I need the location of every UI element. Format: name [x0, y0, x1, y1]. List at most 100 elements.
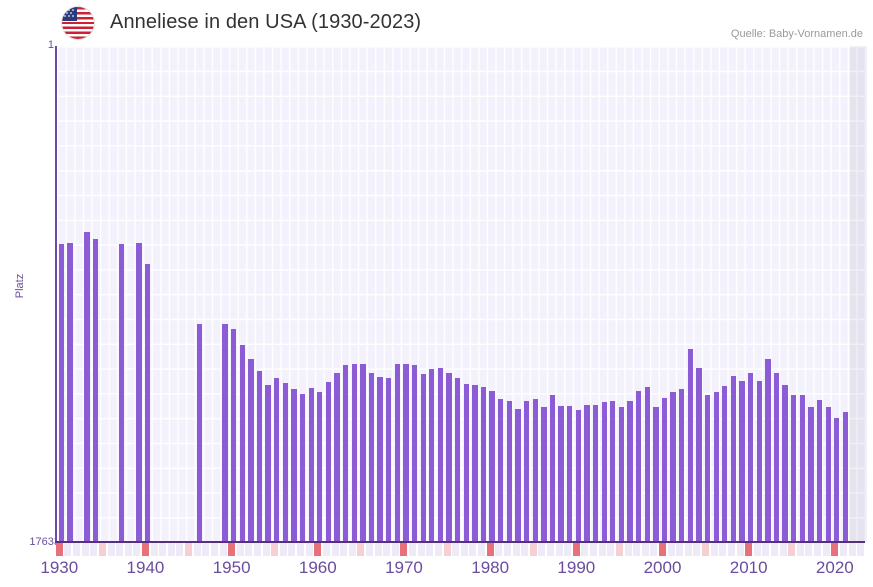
bar-1962	[334, 373, 340, 542]
bar-2018	[816, 400, 823, 542]
bar-1984	[523, 401, 530, 542]
x-tick-2011	[753, 543, 761, 556]
x-tick-1959	[305, 543, 313, 556]
x-tick-1965	[357, 543, 365, 556]
x-tick-1941	[150, 543, 158, 556]
x-tick-1999	[650, 543, 658, 556]
bar-2014	[782, 385, 788, 542]
x-tick-1935	[98, 543, 106, 556]
x-tick-1938	[124, 543, 132, 556]
x-tick-1952	[245, 543, 253, 556]
x-tick-1986	[538, 543, 546, 556]
bar-1994	[610, 401, 616, 542]
x-tick-1949	[219, 543, 227, 556]
bar-1985	[532, 399, 538, 542]
bar-1979	[480, 387, 487, 542]
bar-1966	[368, 373, 375, 542]
bar-1934	[93, 239, 99, 542]
x-tick-1992	[590, 543, 598, 556]
bar-1989	[567, 406, 573, 542]
bar-1956	[282, 383, 288, 542]
x-tick-1975	[443, 543, 451, 556]
x-tick-2007	[719, 543, 727, 556]
x-tick-1991	[581, 543, 589, 556]
x-axis-label-1970: 1970	[385, 558, 423, 577]
x-tick-1939	[133, 543, 141, 556]
x-tick-2023	[857, 543, 865, 556]
x-axis-label-2020: 2020	[815, 558, 854, 577]
x-tick-1964	[348, 543, 356, 556]
x-tick-1973	[426, 543, 434, 556]
x-tick-2010	[745, 543, 753, 556]
bar-2010	[747, 373, 754, 542]
x-axis-label-2000: 2000	[643, 558, 682, 577]
bar-1930	[58, 244, 64, 542]
bar-1976	[455, 378, 461, 542]
x-tick-2003	[684, 543, 692, 556]
x-tick-1945	[185, 543, 193, 556]
x-tick-1972	[417, 543, 425, 556]
x-tick-1989	[564, 543, 572, 556]
bar-1982	[506, 401, 513, 542]
bar-2016	[799, 395, 806, 542]
x-tick-1956	[279, 543, 287, 556]
x-tick-1996	[624, 543, 632, 556]
x-axis-label-1940: 1940	[126, 558, 165, 577]
x-axis-label-1930: 1930	[40, 558, 79, 577]
bar-1988	[558, 406, 564, 542]
bar-1933	[84, 232, 90, 542]
x-tick-2000	[658, 543, 666, 556]
x-axis-label-1990: 1990	[557, 558, 596, 577]
bar-1992	[592, 405, 599, 542]
x-tick-1994	[607, 543, 615, 556]
bar-2002	[679, 389, 685, 542]
x-tick-1977	[460, 543, 468, 556]
bar-1953	[256, 371, 263, 542]
x-tick-1943	[167, 543, 175, 556]
x-tick-1968	[383, 543, 391, 556]
bar-1968	[386, 378, 392, 542]
x-tick-1980	[486, 543, 494, 556]
bar-2021	[842, 412, 849, 542]
x-tick-1957	[288, 543, 296, 556]
bar-series	[57, 46, 865, 542]
bar-1987	[549, 395, 556, 542]
bar-1964	[351, 364, 357, 542]
bar-1937	[118, 244, 125, 542]
x-tick-1985	[529, 543, 537, 556]
bar-1946	[196, 323, 202, 542]
x-tick-1967	[374, 543, 382, 556]
bar-1961	[325, 382, 332, 542]
x-tick-2017	[805, 543, 813, 556]
bar-2008	[730, 376, 737, 542]
x-tick-2006	[710, 543, 718, 556]
x-tick-2004	[693, 543, 701, 556]
x-tick-2018	[814, 543, 822, 556]
bar-1949	[222, 323, 228, 542]
source-attribution: Quelle: Baby-Vornamen.de	[730, 28, 863, 40]
bar-2004	[696, 368, 702, 542]
x-tick-1930	[55, 543, 63, 556]
bar-1960	[317, 392, 323, 542]
bar-1977	[463, 384, 469, 542]
bar-1975	[446, 373, 452, 542]
bar-1969	[394, 364, 401, 542]
bar-1939	[136, 242, 142, 542]
bar-1973	[429, 369, 435, 542]
x-tick-1947	[202, 543, 210, 556]
bar-2019	[825, 407, 831, 542]
bar-1963	[342, 365, 349, 542]
us-flag-icon	[62, 7, 94, 39]
x-axis-label-1980: 1980	[471, 558, 510, 577]
x-tick-1998	[641, 543, 649, 556]
bar-2020	[834, 418, 840, 542]
x-tick-1955	[271, 543, 279, 556]
x-axis-label-1950: 1950	[212, 558, 251, 577]
x-axis-label-1960: 1960	[298, 558, 337, 577]
x-tick-1979	[478, 543, 486, 556]
x-tick-1990	[572, 543, 580, 556]
x-tick-1974	[434, 543, 442, 556]
x-tick-1934	[90, 543, 98, 556]
bar-1996	[627, 401, 633, 542]
x-tick-1997	[633, 543, 641, 556]
